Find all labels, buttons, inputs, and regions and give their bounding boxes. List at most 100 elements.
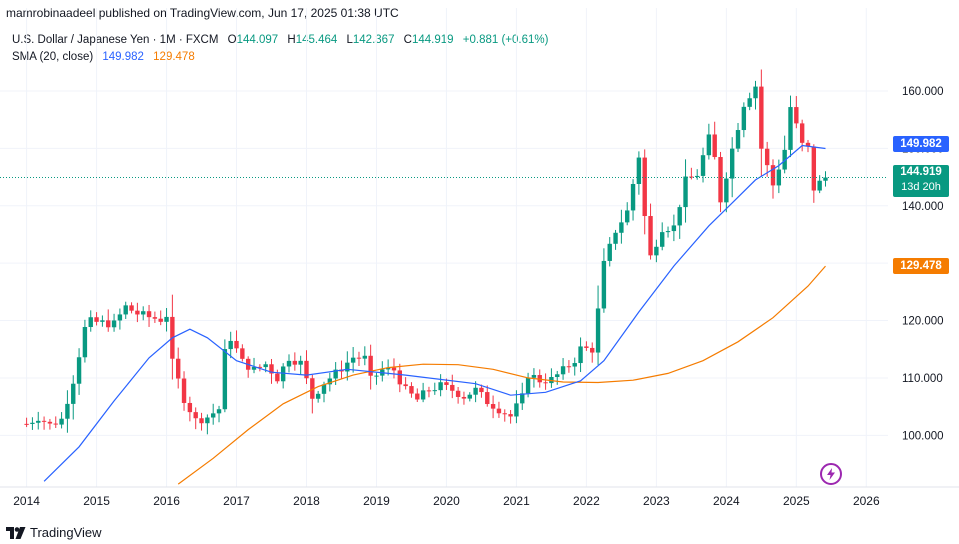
candle-body	[584, 346, 589, 348]
candle-body	[817, 180, 822, 191]
candle-body	[555, 374, 560, 378]
brand-name: TradingView	[30, 525, 102, 540]
candle-body	[636, 157, 642, 184]
candle-body	[753, 86, 758, 99]
candle-body	[321, 384, 327, 394]
candle-body	[240, 348, 245, 359]
candle-body	[654, 246, 659, 256]
candle-body	[683, 176, 688, 208]
candle-body	[94, 317, 99, 322]
candle-body	[444, 382, 449, 385]
candle-body	[397, 370, 402, 385]
candle-body	[47, 421, 53, 424]
candle-body	[712, 134, 717, 158]
candle-body	[479, 387, 484, 393]
candle-body	[788, 107, 793, 150]
candle-body	[53, 423, 58, 425]
candle-body	[741, 106, 747, 131]
candle-body	[368, 355, 373, 376]
candle-body	[735, 130, 741, 149]
candle-body	[490, 404, 496, 409]
candle-body	[729, 148, 735, 179]
tradingview-logo-icon	[6, 526, 26, 539]
candle-body	[193, 412, 198, 419]
candle-body	[409, 386, 414, 394]
candle-body	[263, 364, 268, 368]
x-tick-label: 2021	[503, 494, 530, 508]
candle-body	[362, 355, 368, 359]
candle-body	[613, 232, 618, 244]
last-price-tag: 144.919 13d 20h	[893, 165, 949, 197]
candle-body	[520, 393, 525, 404]
candle-body	[176, 358, 181, 379]
candle-body	[823, 177, 828, 181]
candle-body	[187, 402, 193, 413]
y-tick-label: 140.000	[902, 201, 944, 213]
candle-body	[508, 414, 513, 417]
bar-countdown: 13d 20h	[901, 181, 941, 193]
candle-body	[141, 311, 146, 315]
change-value: +0.881 (+0.61%)	[462, 34, 549, 46]
candle-body	[560, 366, 566, 375]
y-tick-label: 120.000	[902, 316, 944, 328]
candle-body	[391, 367, 397, 371]
candle-body	[764, 148, 770, 166]
x-tick-label: 2025	[783, 494, 810, 508]
candle-body	[776, 169, 782, 186]
candle-body	[660, 232, 665, 247]
candle-body	[315, 393, 321, 399]
candle-body	[280, 366, 286, 382]
open-label: O	[227, 34, 237, 46]
x-tick-label: 2020	[433, 494, 460, 508]
candle-body	[572, 363, 577, 367]
x-tick-label: 2017	[223, 494, 250, 508]
lightning-icon[interactable]	[820, 463, 842, 485]
candle-body	[199, 418, 204, 424]
candle-body	[350, 357, 356, 363]
tradingview-brand[interactable]: TradingView	[6, 525, 102, 540]
candle-body	[420, 390, 426, 400]
candle-body	[689, 176, 694, 178]
candle-body	[782, 149, 787, 170]
candle-body	[403, 384, 408, 387]
candle-body	[531, 375, 537, 378]
candle-body	[595, 308, 601, 353]
x-tick-label: 2024	[713, 494, 740, 508]
candle-body	[525, 377, 531, 394]
candle-body	[671, 225, 677, 232]
low-label: L	[346, 34, 353, 46]
x-tick-label: 2023	[643, 494, 670, 508]
candle-body	[759, 86, 764, 149]
candle-body	[251, 366, 257, 370]
candle-body	[473, 387, 478, 395]
close-label: C	[403, 34, 412, 46]
candle-body	[205, 417, 210, 424]
candle-body	[694, 175, 700, 177]
sma-slow-line	[177, 265, 826, 485]
candle-body	[461, 396, 467, 399]
candle-body	[82, 327, 88, 358]
x-tick-label: 2026	[853, 494, 880, 508]
y-tick-label: 160.000	[902, 86, 944, 98]
lightning-glyph	[827, 468, 835, 480]
candle-body	[455, 390, 461, 397]
candle-body	[146, 311, 152, 318]
sma-value-fast: 149.982	[102, 51, 144, 63]
candle-body	[811, 146, 817, 191]
candle-body	[485, 392, 490, 405]
candle-body	[123, 305, 128, 315]
candle-body	[30, 422, 35, 424]
high-label: H	[287, 34, 296, 46]
candle-body	[71, 383, 76, 404]
candle-body	[257, 366, 263, 368]
candle-body	[310, 378, 315, 399]
low-value: 142.367	[352, 34, 395, 46]
candle-body	[467, 394, 472, 399]
candle-body	[706, 134, 712, 156]
x-tick-label: 2015	[83, 494, 110, 508]
candle-body	[286, 360, 292, 367]
candle-body	[619, 222, 624, 233]
sma-label[interactable]: SMA (20, close)	[12, 51, 94, 63]
y-tick-label: 110.000	[902, 373, 943, 385]
